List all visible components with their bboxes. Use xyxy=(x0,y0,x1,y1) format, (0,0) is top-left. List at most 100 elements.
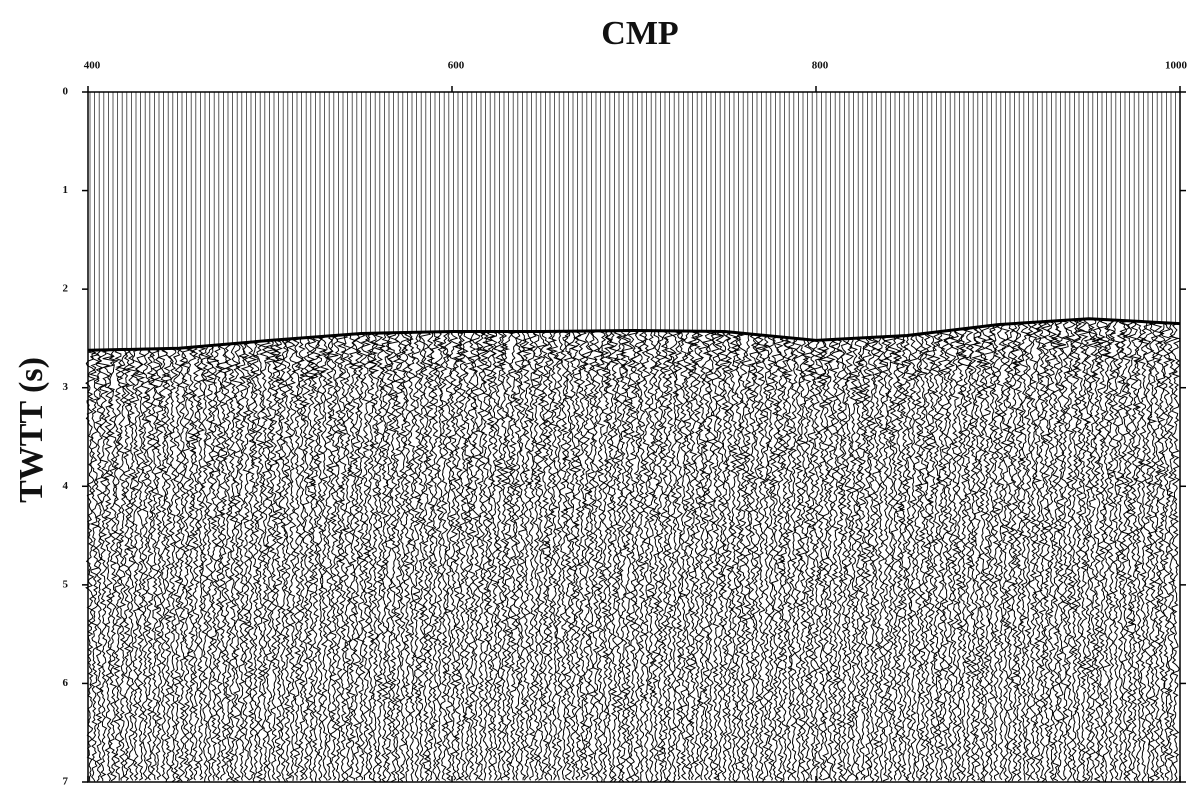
trace-wiggle xyxy=(655,330,668,783)
trace-wiggle xyxy=(765,335,777,781)
trace-wiggle xyxy=(797,338,809,782)
trace-wiggle xyxy=(695,330,710,781)
trace-wiggle xyxy=(554,330,565,781)
trace-wiggle xyxy=(530,331,543,781)
trace-wiggle xyxy=(447,331,462,781)
trace-wiggle xyxy=(368,332,380,783)
trace-wiggle xyxy=(769,335,783,782)
trace-wiggle xyxy=(599,330,613,782)
trace-wiggle xyxy=(193,345,207,781)
trace-wiggle xyxy=(1068,319,1082,782)
trace-wiggle xyxy=(547,330,562,781)
trace-wiggle xyxy=(308,336,321,782)
y-tick-label: 3 xyxy=(63,381,69,393)
trace-wiggle xyxy=(291,337,305,781)
trace-wiggle xyxy=(418,331,433,782)
seafloor-line xyxy=(87,317,1181,352)
y-axis-label: TWTT (s) xyxy=(13,357,50,503)
trace-wiggle xyxy=(1059,319,1072,781)
trace-wiggle xyxy=(728,331,742,782)
trace-wiggle xyxy=(882,335,897,782)
trace-wiggle xyxy=(995,323,1007,781)
trace-wiggle xyxy=(93,349,105,782)
trace-wiggle xyxy=(479,331,494,781)
trace-wiggle xyxy=(125,348,140,781)
trace-wiggle xyxy=(1154,322,1167,781)
trace-wiggle xyxy=(943,329,957,782)
trace-wiggle xyxy=(364,332,379,781)
chart-title: CMP xyxy=(601,15,678,52)
trace-wiggle xyxy=(520,331,533,781)
trace-wiggle xyxy=(1091,318,1104,782)
trace-wiggle xyxy=(651,330,662,783)
x-tick-label: 1000 xyxy=(1165,60,1188,72)
trace-wiggle xyxy=(967,327,982,782)
trace-wiggle xyxy=(161,348,174,783)
trace-wiggle xyxy=(807,339,818,781)
trace-wiggle xyxy=(866,336,879,783)
trace-wiggle xyxy=(451,331,464,781)
trace-wiggle xyxy=(1122,320,1135,782)
trace-wiggle xyxy=(811,339,824,781)
trace-wiggle xyxy=(843,338,855,782)
trace-wiggle xyxy=(482,331,497,781)
trace-wiggle xyxy=(112,349,124,781)
trace-wiggle xyxy=(272,339,285,782)
trace-wiggle xyxy=(981,325,994,782)
trace-wiggle xyxy=(717,331,732,781)
trace-wiggle xyxy=(566,330,579,781)
trace-wiggle xyxy=(354,333,368,781)
y-tick-label: 5 xyxy=(63,578,69,590)
trace-wiggle xyxy=(701,330,714,781)
trace-wiggle xyxy=(107,349,119,782)
trace-wiggle xyxy=(580,330,595,781)
trace-wiggle xyxy=(148,348,161,781)
trace-wiggle xyxy=(489,331,500,781)
trace-wiggle xyxy=(1096,318,1109,782)
trace-wiggle xyxy=(140,348,151,781)
trace-wiggle xyxy=(857,337,870,781)
trace-wiggle xyxy=(263,340,277,781)
trace-wiggle xyxy=(252,340,266,782)
trace-wiggle xyxy=(921,332,932,783)
trace-wiggle xyxy=(853,337,865,781)
trace-wiggle xyxy=(672,330,685,781)
trace-wiggle xyxy=(176,347,189,782)
trace-wiggle xyxy=(907,334,918,782)
trace-wiggle xyxy=(773,336,788,782)
trace-wiggle xyxy=(115,349,129,781)
x-tick-label: 800 xyxy=(812,60,829,72)
trace-wiggle xyxy=(1000,323,1011,782)
trace-wiggle xyxy=(425,331,437,782)
traces xyxy=(85,92,1181,783)
trace-wiggle xyxy=(575,330,588,780)
trace-wiggle xyxy=(953,328,968,781)
trace-wiggle xyxy=(1086,318,1100,782)
trace-wiggle xyxy=(230,342,243,782)
trace-wiggle xyxy=(324,335,335,781)
trace-wiggle xyxy=(825,339,836,782)
trace-wiggle xyxy=(466,331,480,781)
trace-wiggle xyxy=(474,331,490,781)
trace-wiggle xyxy=(282,338,294,782)
trace-wiggle xyxy=(732,332,745,783)
trace-wiggle xyxy=(455,331,468,781)
trace-wiggle xyxy=(213,344,224,781)
trace-wiggle xyxy=(975,326,989,783)
trace-wiggle xyxy=(986,324,999,781)
trace-wiggle xyxy=(535,331,548,781)
trace-wiggle xyxy=(646,330,659,782)
trace-wiggle xyxy=(607,330,620,783)
trace-wiggle xyxy=(222,343,234,782)
trace-wiggle xyxy=(325,335,340,781)
trace-wiggle xyxy=(1160,322,1173,781)
trace-wiggle xyxy=(416,331,428,782)
trace-wiggle xyxy=(621,330,635,782)
trace-wiggle xyxy=(340,334,353,782)
trace-wiggle xyxy=(873,336,888,782)
trace-wiggle xyxy=(429,331,442,781)
trace-wiggle xyxy=(278,338,289,782)
trace-wiggle xyxy=(736,332,749,780)
trace-wiggle xyxy=(1101,319,1114,782)
